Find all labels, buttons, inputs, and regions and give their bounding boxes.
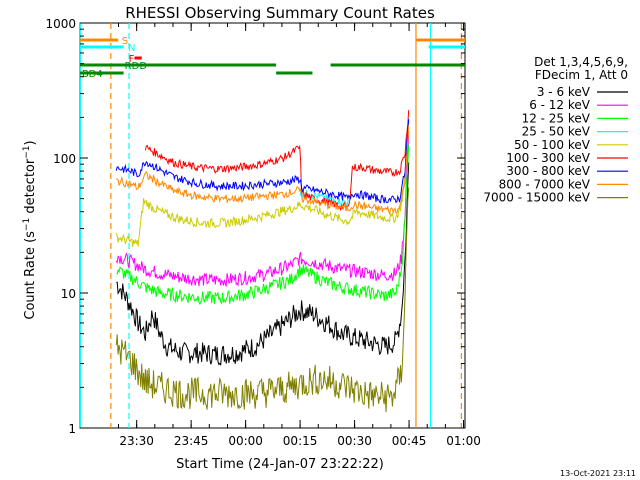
legend-label-5: 100 - 300 keV [506,151,590,165]
flag-label-f: F [129,54,135,65]
x-tick-label-2: 00:00 [228,434,263,448]
legend-label-7: 800 - 7000 keV [499,177,591,191]
legend-label-1: 6 - 12 keV [529,98,591,112]
series-line-8 [115,187,410,413]
y-tick-label-1: 10 [61,287,76,301]
legend-label-2: 12 - 25 keV [522,111,591,125]
series-line-7 [116,125,410,215]
series-line-4 [115,132,410,247]
y-tick-label-3: 1000 [45,17,76,31]
flag-label-bd4: BD4 [82,69,103,80]
flag-label-rdd: RDD [125,61,148,72]
x-tick-label-6: 01:00 [446,434,481,448]
legend-header-line-1: Det 1,3,4,5,6,9, [534,55,628,69]
legend-label-3: 25 - 50 keV [522,125,591,139]
legend-label-0: 3 - 6 keV [537,85,591,99]
flag-label-s: S [122,36,128,47]
legend-header-line-2: FDecim 1, Att 0 [535,68,628,82]
chart-title: RHESSI Observing Summary Count Rates [125,4,435,22]
legend-label-4: 50 - 100 keV [514,138,591,152]
legend-label-6: 300 - 800 keV [506,164,590,178]
series-line-2 [116,144,410,306]
y-axis-label-sup-2: −1 [22,145,32,158]
y-axis-label-end: ) [23,140,38,145]
flag-label-n: N [128,43,135,54]
x-axis-label: Start Time (24-Jan-07 23:22:22) [176,457,384,472]
y-axis-label-mid: detector [23,158,38,218]
legend-label-8: 7000 - 15000 keV [483,191,590,205]
footer-timestamp: 13-Oct-2021 23:11 [560,469,636,478]
legend: Det 1,3,4,5,6,9, FDecim 1, Att 0 3 - 6 k… [483,55,628,205]
y-axis-label-base: Count Rate (s [23,231,38,320]
series-line-1 [115,131,410,287]
series-line-0 [116,162,410,366]
y-tick-label-2: 100 [53,152,76,166]
series-line-5 [144,110,410,212]
y-axis-label: Count Rate (s−1 detector−1) [22,140,38,319]
x-tick-label-0: 23:30 [119,434,154,448]
x-tick-label-5: 00:45 [392,434,427,448]
x-tick-label-3: 00:15 [283,434,318,448]
x-tick-label-1: 23:45 [174,434,209,448]
y-tick-label-0: 1 [68,422,76,436]
x-tick-label-4: 00:30 [337,434,372,448]
y-axis-label-sup-1: −1 [22,218,32,231]
series-line-6 [115,119,410,204]
